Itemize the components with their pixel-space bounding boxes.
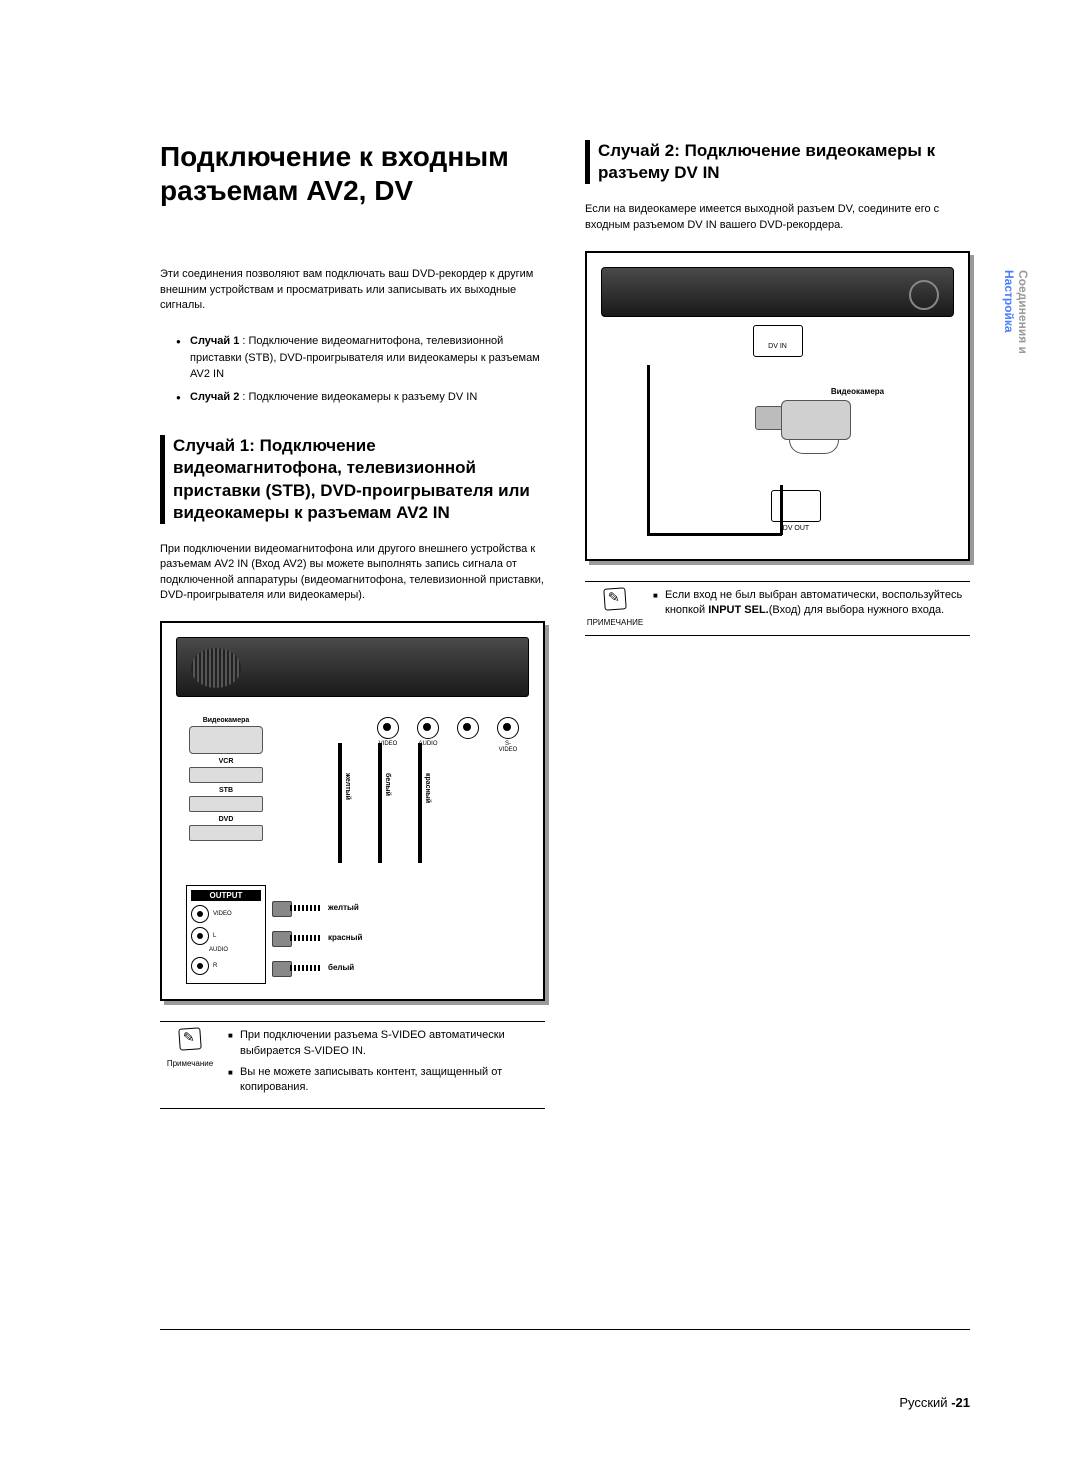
cable-white-icon [378,743,382,863]
plug-white-label: белый [328,963,354,972]
case2-figure: Видеокамера [585,251,970,561]
dv-in-port-icon [753,325,803,357]
bullet-case2-text: : Подключение видеокамеры к разъему DV I… [239,391,477,403]
vcr-icon [189,767,263,783]
source-device-stack: Видеокамера VCR STB DVD [186,713,266,843]
output-video-jack-icon [191,905,209,923]
case1-note: Примечание При подключении разъема S-VID… [160,1021,545,1109]
side-tab-line1: Соединения и [1016,270,1030,354]
note-icon [178,1028,201,1051]
plug-yellow-icon [272,901,322,915]
output-audio-label: AUDIO [209,947,228,953]
footer-page-number: -21 [951,1395,970,1410]
case2-camcorder-label: Видеокамера [761,387,954,396]
camcorder-label: Видеокамера [186,717,266,724]
cable-white-vlabel: белый [384,773,391,796]
bullet-case2-label: Случай 2 [190,391,239,403]
case1-heading: Случай 1: Подключение видеомагнитофона, … [160,435,545,523]
av2-in-jacks: VIDEO AUDIO S-VIDEO [377,717,519,753]
output-r-label: R [213,963,217,969]
case1-note-item-1: При подключении разъема S-VIDEO автомати… [240,1028,545,1059]
output-l-label: L [213,933,216,939]
plug-red-label: красный [328,933,362,942]
dv-cable-h-icon [647,533,782,536]
output-audio-l-jack-icon [191,927,209,945]
case2-note-inputsel: INPUT SEL. [708,604,769,616]
case2-note-item-1: Если вход не был выбран автоматически, в… [665,588,970,619]
case2-camcorder-icon [751,400,851,460]
case1-figure: Видеокамера VCR STB DVD VIDEO AUDIO S-VI… [160,621,545,1001]
side-tab-line2: Настройка [1002,270,1016,333]
bullet-case1-text: : Подключение видеомагнитофона, телевизи… [190,335,540,380]
cable-red-vlabel: красный [424,773,431,803]
bullet-case1: Случай 1 : Подключение видеомагнитофона,… [190,333,545,383]
bullet-case1-label: Случай 1 [190,335,239,347]
case2-note: ПРИМЕЧАНИЕ Если вход не был выбран автом… [585,581,970,636]
dv-cable-v2-icon [780,485,783,535]
footer-divider [160,1329,970,1330]
dvd-recorder-front-icon [601,267,954,317]
footer-lang: Русский [899,1395,947,1410]
output-audio-r-jack-icon [191,957,209,975]
output-video-label: VIDEO [213,911,232,917]
page-footer: Русский -21 [899,1395,970,1410]
svideo-jack-label: S-VIDEO [497,741,519,753]
dvd-label: DVD [186,816,266,823]
case-bullet-list: Случай 1 : Подключение видеомагнитофона,… [160,333,545,405]
stb-icon [189,796,263,812]
case1-body: При подключении видеомагнитофона или дру… [160,542,545,604]
dvd-player-icon [189,825,263,841]
case1-note-item-2: Вы не можете записывать контент, защищен… [240,1065,545,1096]
case2-body: Если на видеокамере имеется выходной раз… [585,202,970,233]
cable-yellow-vlabel: желтый [344,773,351,800]
output-panel: OUTPUT VIDEO L AUDIO R [186,885,266,984]
case1-note-label: Примечание [160,1058,220,1069]
case2-heading: Случай 2: Подключение видеокамеры к разъ… [585,140,970,184]
case2-note-label: ПРИМЕЧАНИЕ [585,617,645,628]
dvd-recorder-rear-icon [176,637,529,697]
dv-out-port-icon [771,490,821,522]
section-side-tab: Соединения и Настройка [1002,270,1030,354]
case2-note-text-c: (Вход) для выбора нужного входа. [769,604,944,616]
cable-red-icon [418,743,422,863]
bullet-case2: Случай 2 : Подключение видеокамеры к раз… [190,389,545,406]
stb-label: STB [186,787,266,794]
note-icon [603,587,626,610]
cable-yellow-icon [338,743,342,863]
output-title: OUTPUT [191,890,261,901]
plug-white-icon [272,961,322,975]
plug-red-icon [272,931,322,945]
vcr-label: VCR [186,758,266,765]
dv-cable-icon [647,365,650,535]
plug-yellow-label: желтый [328,903,359,912]
svideo-jack: S-VIDEO [497,717,519,753]
audio-r-jack [457,717,479,753]
intro-text: Эти соединения позволяют вам подключать … [160,267,545,313]
page-title: Подключение к входным разъемам AV2, DV [160,140,545,207]
camcorder-icon [189,726,263,754]
